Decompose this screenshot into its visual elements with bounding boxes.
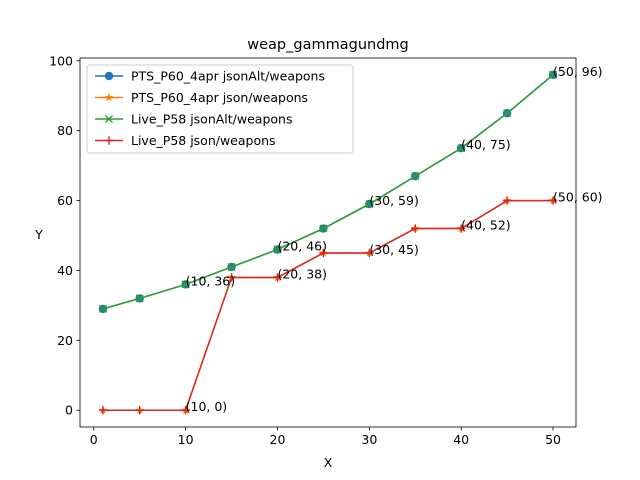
- data-point: [456, 224, 466, 233]
- data-point: [548, 196, 558, 205]
- x-tick-label: 20: [270, 432, 286, 447]
- legend-label: PTS_P60_4apr jsonAlt/weapons: [131, 69, 325, 84]
- legend-marker: [104, 93, 114, 102]
- series-3: [98, 196, 558, 415]
- legend-label: Live_P58 json/weapons: [131, 133, 276, 148]
- y-tick-label: 80: [57, 123, 73, 138]
- legend-entry: PTS_P60_4apr json/weapons: [95, 90, 308, 105]
- data-point: [503, 109, 512, 118]
- y-axis-label: Y: [34, 227, 43, 242]
- y-tick-label: 0: [65, 403, 73, 418]
- legend-box: [86, 64, 354, 154]
- data-point: [98, 304, 107, 313]
- legend-entry: PTS_P60_4apr jsonAlt/weapons: [95, 69, 325, 84]
- y-tick-label: 100: [49, 53, 73, 68]
- data-point: [135, 294, 144, 303]
- data-point: [365, 200, 374, 209]
- axes-frame: [79, 57, 577, 428]
- data-point: [549, 70, 558, 79]
- x-tick-label: 10: [178, 432, 194, 447]
- legend-label: Live_P58 jsonAlt/weapons: [131, 112, 292, 127]
- data-label: (40, 75): [461, 137, 511, 152]
- data-point: [181, 406, 190, 415]
- plot-area: 0 10 20 30 40 50 0 20 40 60 80 100 (10, 36) (20, 46) (…: [49, 53, 602, 447]
- data-label: (50, 96): [553, 64, 603, 79]
- data-point: [227, 273, 236, 282]
- legend-label: PTS_P60_4apr json/weapons: [131, 90, 308, 105]
- data-point: [365, 248, 374, 258]
- data-label: (50, 60): [553, 190, 603, 205]
- data-label: (10, 36): [186, 273, 236, 288]
- x-tick-label: 30: [361, 432, 377, 447]
- x-tick-label: 0: [90, 432, 98, 447]
- data-point: [135, 406, 144, 415]
- series-2: [98, 70, 558, 313]
- data-point: [181, 280, 190, 289]
- data-point: [227, 262, 236, 271]
- data-point: [273, 273, 282, 282]
- data-point: [98, 406, 108, 415]
- chart-title: weap_gammagundmg: [247, 37, 408, 53]
- data-label: (10, 0): [186, 399, 228, 414]
- data-point: [411, 224, 420, 233]
- data-point: [319, 224, 328, 233]
- legend-entry: Live_P58 json/weapons: [95, 133, 276, 148]
- data-label: (40, 52): [461, 218, 511, 233]
- data-label: (30, 59): [369, 193, 419, 208]
- data-point: [319, 248, 328, 258]
- y-tick-label: 20: [57, 333, 73, 348]
- legend: PTS_P60_4apr jsonAlt/weapons PTS_P60_4apr…: [86, 64, 354, 154]
- y-tick-label: 40: [57, 263, 73, 278]
- x-tick-label: 50: [545, 432, 561, 447]
- data-label: (20, 46): [277, 238, 327, 253]
- data-label: (20, 38): [277, 266, 327, 281]
- legend-marker: [104, 136, 114, 145]
- y-tick-label: 60: [57, 193, 73, 208]
- data-point: [411, 172, 420, 181]
- x-tick-label: 40: [453, 432, 469, 447]
- data-label: (30, 45): [369, 242, 419, 257]
- legend-entry: Live_P58 jsonAlt/weapons: [95, 112, 292, 127]
- legend-marker: [105, 115, 113, 123]
- data-point: [502, 196, 512, 205]
- data-point: [457, 144, 466, 153]
- x-axis-label: X: [324, 455, 333, 470]
- data-point: [273, 245, 282, 254]
- legend-marker: [104, 71, 114, 81]
